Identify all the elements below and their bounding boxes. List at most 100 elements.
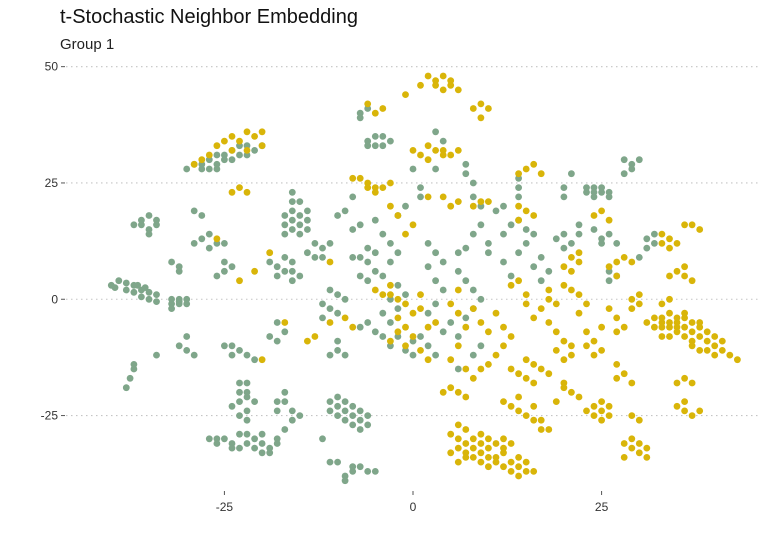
point-green	[409, 165, 417, 173]
point-yellow	[485, 198, 492, 206]
point-yellow	[681, 398, 688, 405]
point-green	[175, 298, 183, 305]
point-green	[236, 379, 243, 387]
point-green	[326, 398, 334, 405]
point-yellow	[402, 91, 409, 98]
point-green	[304, 207, 311, 215]
point-yellow	[485, 435, 492, 443]
point-green	[598, 240, 605, 247]
point-yellow	[530, 314, 538, 322]
point-green	[394, 333, 402, 340]
point-green	[130, 288, 138, 296]
point-yellow	[635, 291, 643, 298]
point-yellow	[530, 160, 538, 168]
point-yellow	[500, 398, 507, 405]
point-yellow	[379, 291, 387, 298]
point-green	[273, 435, 281, 443]
point-green	[190, 240, 198, 247]
point-green	[379, 230, 387, 238]
point-yellow	[635, 300, 643, 308]
point-yellow	[651, 323, 658, 331]
point-yellow	[439, 72, 447, 80]
point-green	[153, 291, 160, 298]
point-yellow	[590, 212, 598, 219]
point-yellow	[681, 309, 688, 317]
point-yellow	[628, 412, 636, 419]
point-green	[454, 249, 462, 257]
point-yellow	[666, 235, 673, 243]
point-green	[394, 305, 402, 312]
point-green	[575, 230, 583, 238]
point-yellow	[605, 305, 613, 312]
point-yellow	[537, 305, 545, 312]
point-green	[530, 230, 538, 238]
point-yellow	[228, 188, 236, 196]
point-green	[221, 342, 228, 350]
point-green	[153, 216, 160, 224]
point-yellow	[477, 114, 485, 122]
point-green	[371, 468, 379, 475]
point-yellow	[628, 295, 636, 303]
point-green	[507, 272, 515, 280]
point-yellow	[424, 193, 432, 201]
point-green	[643, 235, 651, 243]
point-yellow	[454, 309, 462, 317]
point-yellow	[711, 333, 719, 340]
point-yellow	[266, 249, 274, 257]
point-yellow	[387, 291, 394, 298]
point-green	[454, 333, 462, 340]
point-green	[296, 272, 304, 280]
point-yellow	[696, 226, 704, 233]
point-yellow	[228, 133, 236, 140]
point-yellow	[575, 309, 583, 317]
point-yellow	[568, 254, 575, 261]
point-yellow	[560, 379, 568, 387]
point-green	[356, 272, 364, 280]
point-green	[266, 449, 274, 457]
point-green	[364, 421, 372, 429]
point-green	[266, 444, 274, 452]
point-green	[296, 221, 304, 229]
point-yellow	[522, 300, 530, 308]
point-green	[349, 421, 357, 429]
point-yellow	[583, 328, 590, 336]
point-yellow	[439, 151, 447, 159]
point-yellow	[349, 174, 357, 182]
point-yellow	[598, 347, 605, 354]
point-yellow	[666, 272, 673, 280]
point-green	[243, 393, 251, 401]
point-green	[387, 319, 394, 326]
point-green	[311, 254, 319, 261]
point-yellow	[613, 361, 621, 368]
point-yellow	[424, 72, 432, 80]
point-yellow	[447, 202, 455, 210]
point-green	[432, 128, 439, 136]
point-yellow	[492, 440, 500, 447]
point-green	[228, 156, 236, 164]
point-green	[281, 426, 289, 433]
point-yellow	[688, 277, 696, 285]
point-yellow	[688, 221, 696, 229]
point-yellow	[439, 388, 447, 396]
point-green	[213, 151, 221, 159]
point-green	[190, 351, 198, 359]
point-yellow	[236, 184, 243, 192]
point-yellow	[213, 235, 221, 243]
point-green	[485, 249, 492, 257]
point-green	[258, 430, 266, 438]
point-yellow	[454, 286, 462, 294]
point-yellow	[537, 426, 545, 433]
point-green	[432, 165, 439, 173]
point-green	[281, 212, 289, 219]
point-yellow	[236, 277, 243, 285]
point-yellow	[560, 263, 568, 271]
point-yellow	[379, 184, 387, 192]
point-yellow	[454, 342, 462, 350]
point-yellow	[515, 277, 522, 285]
point-green	[281, 398, 289, 405]
point-yellow	[613, 258, 621, 266]
point-yellow	[228, 147, 236, 154]
point-yellow	[696, 347, 704, 354]
point-green	[620, 170, 628, 178]
point-yellow	[500, 444, 507, 452]
